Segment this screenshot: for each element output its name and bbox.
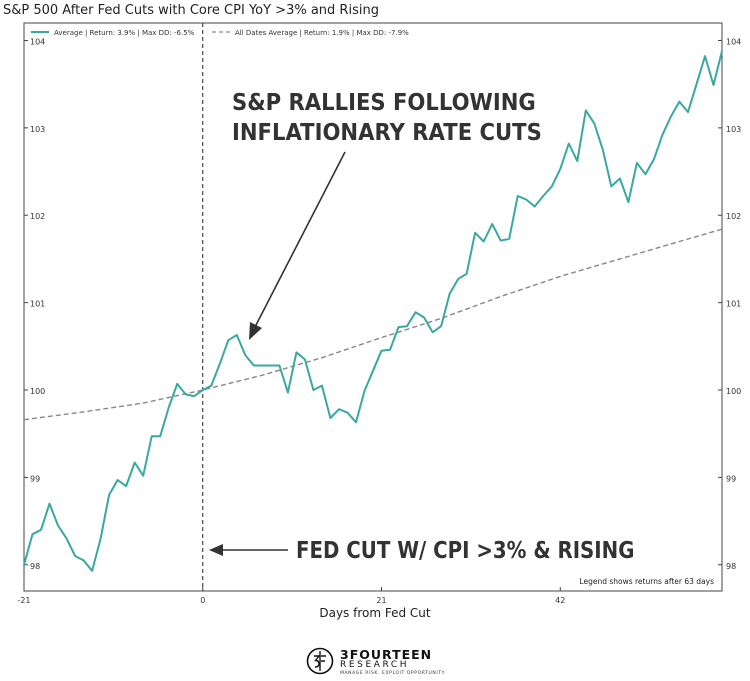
y-tick-label-left: 104 [30, 37, 45, 46]
y-tick-label-left: 99 [30, 474, 40, 483]
series-line-average [23, 50, 723, 572]
x-tick-label: 21 [376, 596, 386, 605]
x-axis-label: Days from Fed Cut [319, 606, 431, 620]
annotation-rally-line-2: INFLATIONARY RATE CUTS [232, 119, 542, 146]
x-tick-label: -21 [17, 596, 30, 605]
x-tick-label: 42 [555, 596, 565, 605]
logo-tagline: MANAGE RISK. EXPLOIT OPPORTUNITY. [340, 671, 447, 676]
x-axis: -21 0 21 42 [17, 587, 565, 605]
legend: Average | Return: 3.9% | Max DD: -6.5% A… [31, 29, 409, 37]
y-tick-label-right: 100 [726, 387, 741, 396]
y-tick-label-right: 99 [726, 474, 736, 483]
logo-name: 3FOURTEEN [340, 647, 433, 662]
series-layer [23, 50, 723, 572]
company-logo: 3FOURTEEN RESEARCH MANAGE RISK. EXPLOIT … [306, 646, 446, 678]
annotation-rally-line-1: S&P RALLIES FOLLOWING [232, 89, 536, 116]
y-axis-right: 98 99 100 101 102 103 104 [718, 37, 741, 571]
y-tick-label-left: 100 [30, 387, 45, 396]
logo-sub: RESEARCH [340, 660, 410, 670]
logo-icon [306, 647, 334, 675]
y-tick-label-right: 98 [726, 562, 736, 571]
y-tick-label-right: 101 [726, 300, 741, 309]
x-tick-label: 0 [200, 596, 205, 605]
y-tick-label-right: 103 [726, 125, 741, 134]
y-tick-label-left: 101 [30, 300, 45, 309]
y-tick-label-left: 102 [30, 212, 45, 221]
annotation-rally-arrow [249, 151, 346, 340]
legend-label-average: Average | Return: 3.9% | Max DD: -6.5% [54, 29, 195, 37]
annotation-fed-cut: FED CUT W/ CPI >3% & RISING [296, 538, 634, 565]
y-axis-left: 98 99 100 101 102 103 104 [24, 37, 45, 571]
series-line-all-dates [23, 228, 723, 421]
legend-label-all-dates: All Dates Average | Return: 1.9% | Max D… [235, 29, 409, 37]
plot-frame [23, 22, 723, 592]
y-tick-label-left: 103 [30, 125, 45, 134]
annotation-fed-cut-arrow [209, 544, 288, 556]
y-tick-label-right: 104 [726, 37, 741, 46]
y-tick-label-right: 102 [726, 212, 741, 221]
chart-title: S&P 500 After Fed Cuts with Core CPI YoY… [3, 3, 379, 18]
legend-note: Legend shows returns after 63 days [579, 577, 714, 586]
y-tick-label-left: 98 [30, 562, 40, 571]
